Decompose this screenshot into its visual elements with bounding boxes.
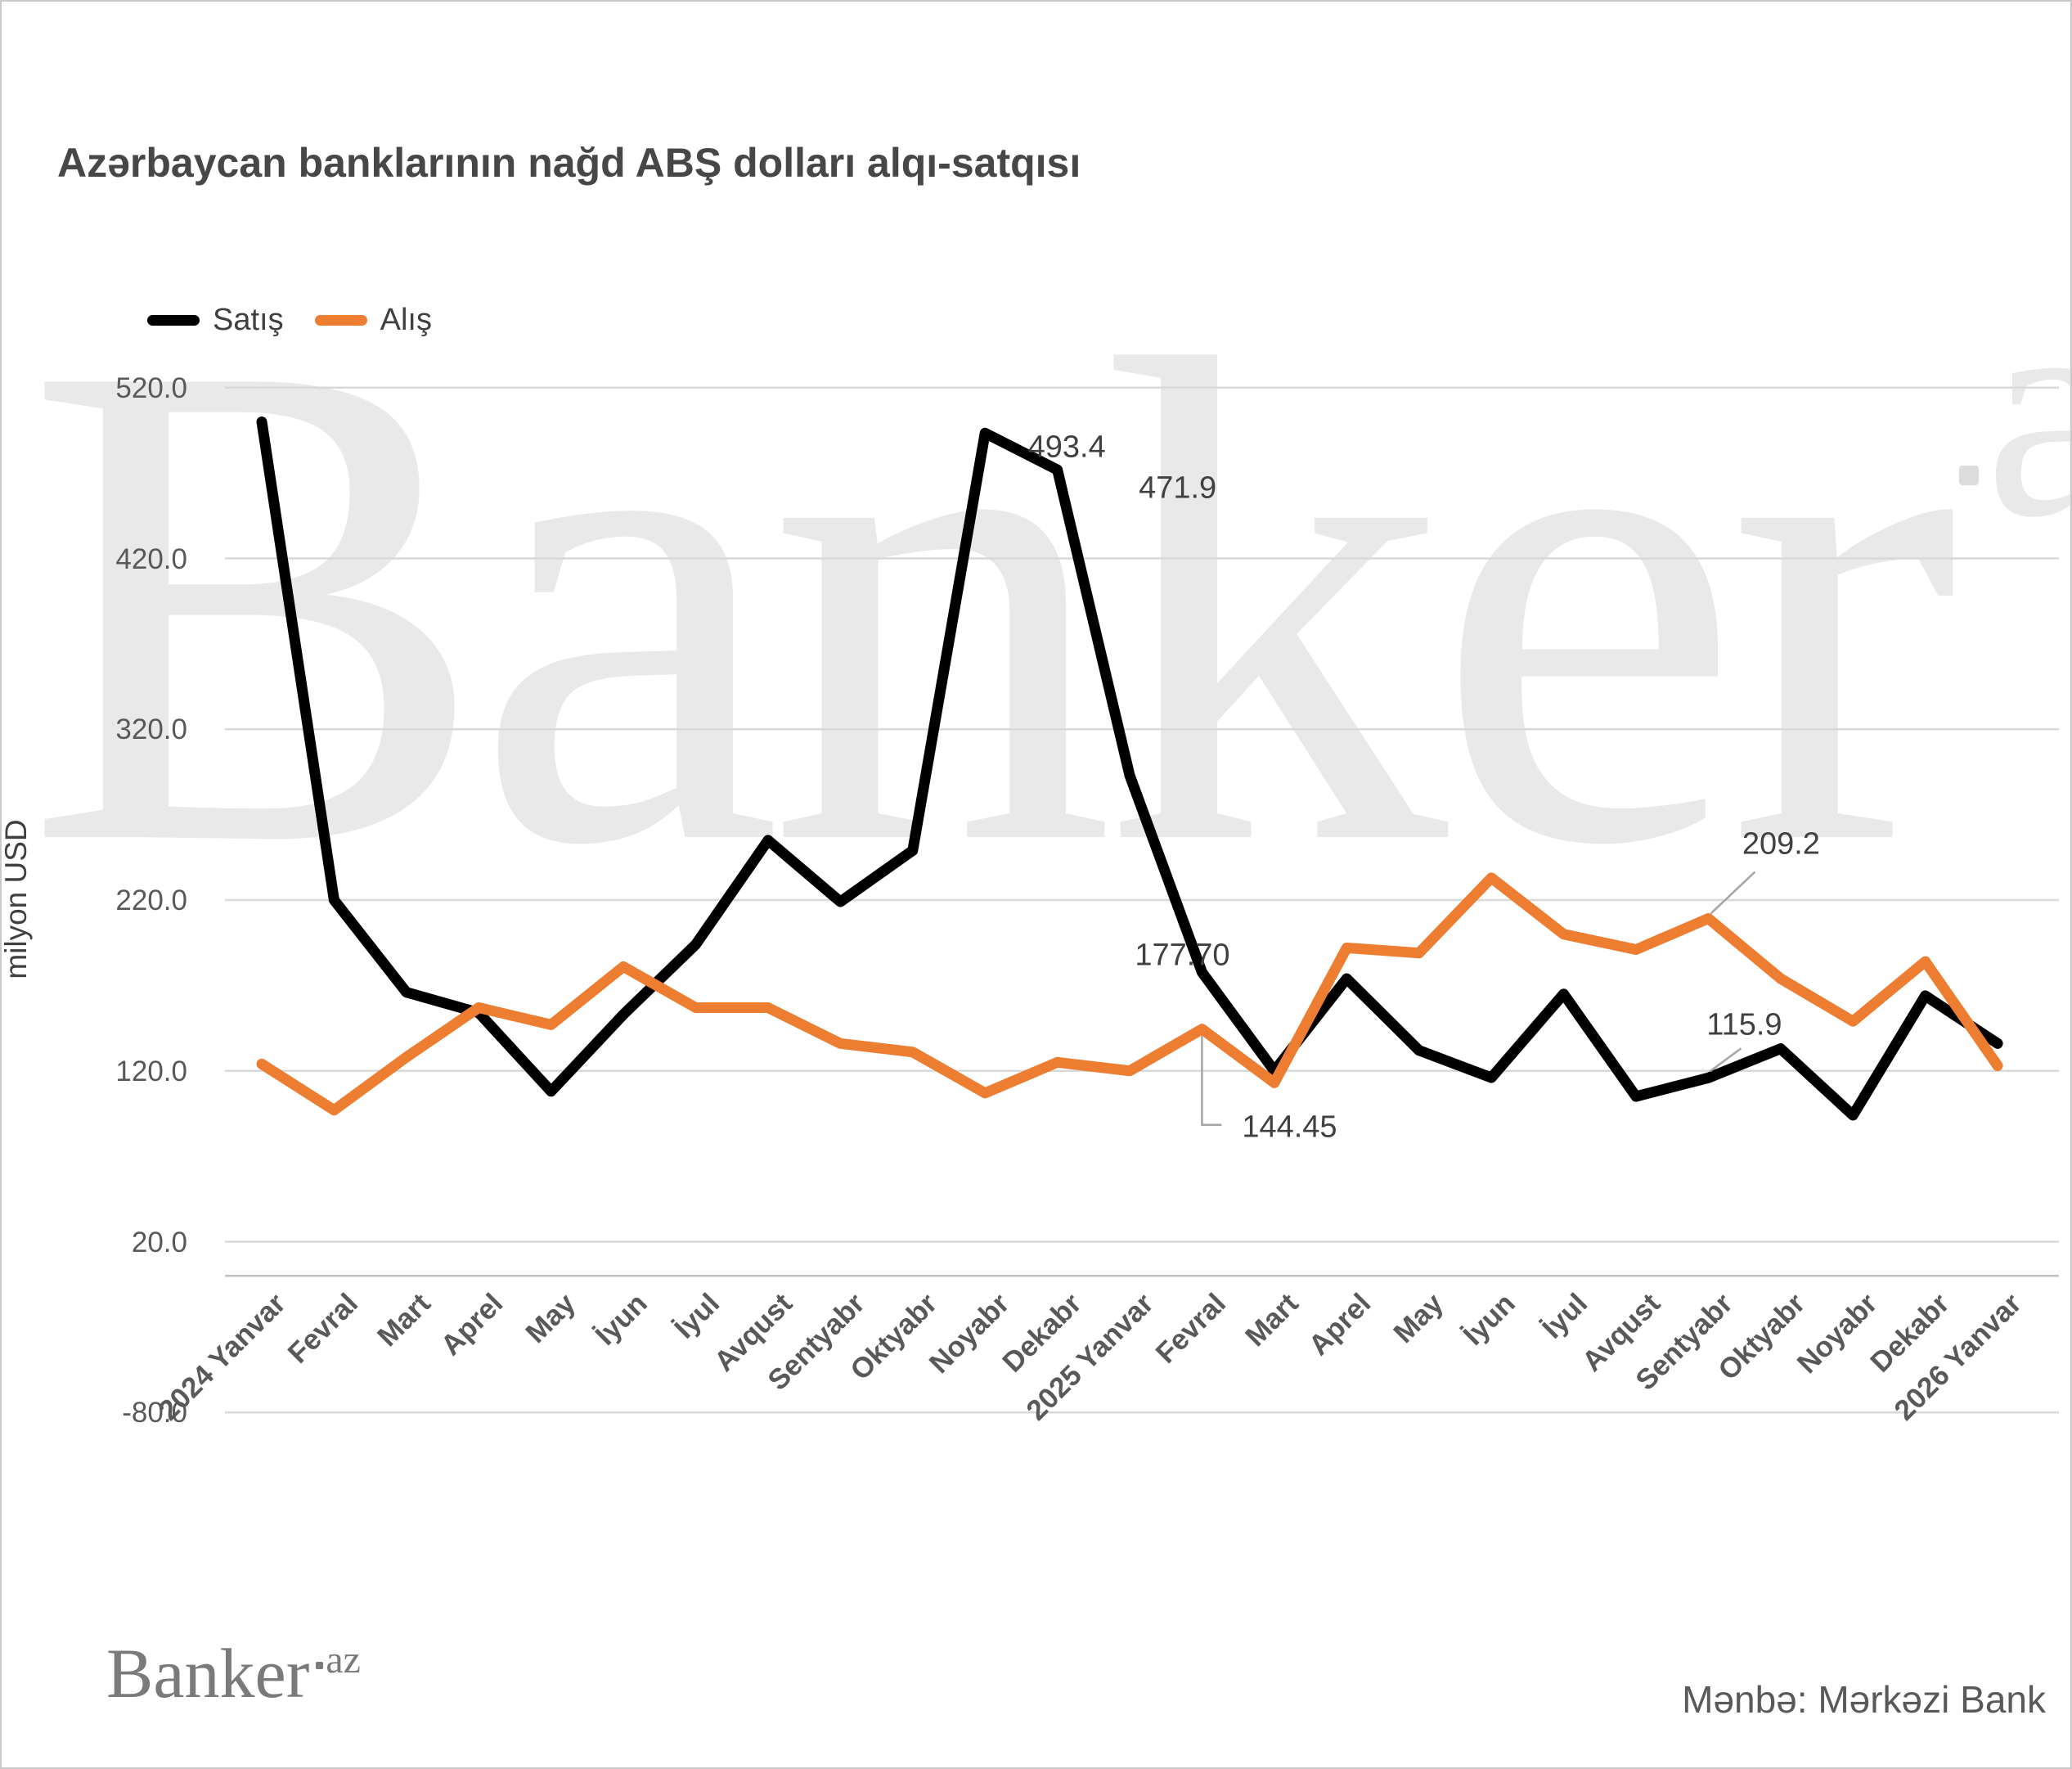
legend-item-satis: Satış <box>147 303 284 338</box>
data-label-dek24: 471.9 <box>1139 470 1217 506</box>
y-axis-title: milyon USD <box>0 819 33 979</box>
legend-item-alis: Alış <box>314 303 432 338</box>
series-line-satış <box>256 416 2003 1121</box>
watermark-dot-icon <box>1958 466 1979 485</box>
data-label-fev25a: 144.45 <box>1242 1110 1337 1145</box>
watermark-text: Banker <box>25 218 1959 988</box>
logo-suffix: az <box>326 1638 361 1681</box>
y-tick-label--80: -80.0 <box>122 1397 187 1429</box>
y-tick-label-320: 320.0 <box>115 713 187 746</box>
alis-line-swatch-icon <box>314 315 367 326</box>
data-label-fev25s: 177.70 <box>1135 938 1230 973</box>
legend-label-satis: Satış <box>213 303 284 337</box>
y-tick-label-520: 520.0 <box>115 371 187 404</box>
satis-line-swatch-icon <box>147 315 200 326</box>
y-tick-label-120: 120.0 <box>115 1055 187 1087</box>
logo-text: Banker <box>106 1634 310 1713</box>
legend: Satış Alış <box>147 303 432 338</box>
data-label-sen25a: 209.2 <box>1742 826 1820 862</box>
source-note: Mənbə: Mərkəzi Bank <box>1682 1678 2046 1721</box>
legend-label-alis: Alış <box>380 303 432 337</box>
page-title: Azərbaycan banklarının nağd ABŞ dolları … <box>57 140 1081 186</box>
y-tick-label-420: 420.0 <box>115 542 187 575</box>
leader-line-sen25s <box>1709 1047 1742 1073</box>
watermark-suffix: az <box>1985 237 2070 582</box>
data-label-sen25s: 115.9 <box>1706 1007 1782 1042</box>
leader-line-fev25a <box>1201 1035 1222 1126</box>
logo-dot-icon <box>316 1662 324 1669</box>
y-tick-label-20: 20.0 <box>131 1226 187 1258</box>
banker-az-logo: Banker az <box>106 1638 361 1708</box>
y-tick-label-220: 220.0 <box>115 884 187 916</box>
data-label-noy24: 493.4 <box>1027 430 1106 465</box>
leader-line-sen25a <box>1710 871 1756 915</box>
series-line-alış <box>256 872 2003 1116</box>
